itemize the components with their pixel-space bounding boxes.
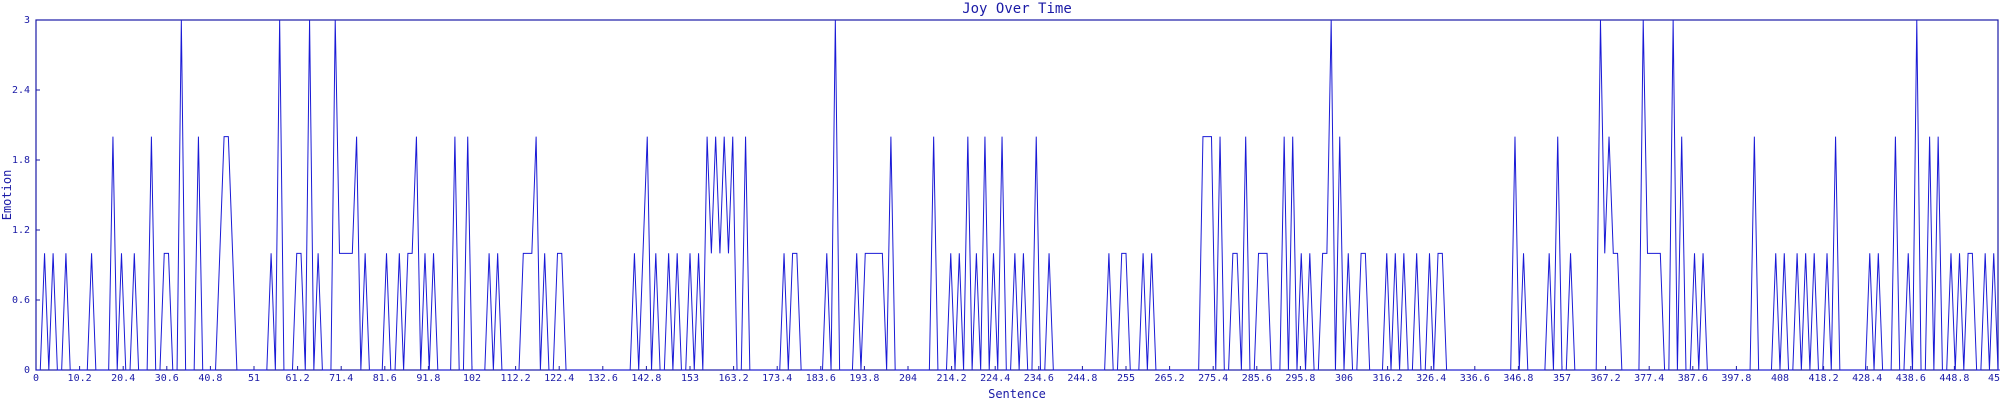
x-tick-label: 91.8 — [416, 373, 440, 384]
x-tick-label: 255 — [1117, 373, 1135, 384]
x-tick-label: 397.8 — [1721, 373, 1751, 384]
x-tick-label: 428.4 — [1852, 373, 1882, 384]
x-tick-label: 102 — [463, 373, 481, 384]
series-line-joy — [36, 19, 2000, 371]
x-tick-label: 346.8 — [1503, 373, 1533, 384]
x-tick-label: 71.4 — [329, 373, 353, 384]
x-tick-label: 10.2 — [68, 373, 92, 384]
y-tick-label: 3 — [24, 15, 30, 26]
y-tick-label: 1.8 — [12, 155, 30, 166]
x-tick-label: 122.4 — [544, 373, 574, 384]
y-tick-label: 0 — [24, 365, 30, 376]
x-tick-label: 81.6 — [373, 373, 397, 384]
x-tick-label: 30.6 — [155, 373, 179, 384]
y-tick-label: 0.6 — [12, 295, 30, 306]
x-tick-label: 336.6 — [1460, 373, 1490, 384]
x-tick-label: 40.8 — [198, 373, 222, 384]
x-tick-label: 234.6 — [1024, 373, 1054, 384]
x-tick-label: 51 — [248, 373, 260, 384]
x-tick-label: 377.4 — [1634, 373, 1664, 384]
x-tick-label: 244.8 — [1067, 373, 1097, 384]
x-tick-label: 357 — [1553, 373, 1571, 384]
x-tick-label: 61.2 — [286, 373, 310, 384]
x-tick-label: 275.4 — [1198, 373, 1228, 384]
y-tick-label: 1.2 — [12, 225, 30, 236]
x-tick-label: 153 — [681, 373, 699, 384]
x-tick-label: 0 — [33, 373, 39, 384]
x-tick-label: 265.2 — [1155, 373, 1185, 384]
x-tick-label: 183.6 — [806, 373, 836, 384]
x-tick-label: 387.6 — [1678, 373, 1708, 384]
plot-frame — [35, 19, 1999, 371]
x-tick-label: 418.2 — [1809, 373, 1839, 384]
chart-title: Joy Over Time — [962, 1, 1072, 17]
x-tick-label: 224.4 — [980, 373, 1010, 384]
x-tick-label: 295.8 — [1285, 373, 1315, 384]
x-tick-label: 285.6 — [1242, 373, 1272, 384]
x-tick-label: 306 — [1335, 373, 1353, 384]
x-tick-label: 20.4 — [111, 373, 135, 384]
x-tick-label: 438.6 — [1896, 373, 1926, 384]
x-tick-label: 45 — [1988, 373, 2000, 384]
x-tick-label: 132.6 — [588, 373, 618, 384]
x-tick-label: 173.4 — [762, 373, 792, 384]
x-tick-label: 204 — [899, 373, 917, 384]
x-tick-label: 214.2 — [937, 373, 967, 384]
x-tick-label: 163.2 — [719, 373, 749, 384]
y-axis-label: Emotion — [0, 170, 14, 221]
x-tick-label: 448.8 — [1939, 373, 1969, 384]
x-tick-label: 193.8 — [849, 373, 879, 384]
y-tick-label: 2.4 — [12, 85, 30, 96]
x-tick-label: 408 — [1771, 373, 1789, 384]
x-tick-label: 112.2 — [501, 373, 531, 384]
x-tick-label: 142.8 — [631, 373, 661, 384]
x-axis-label: Sentence — [988, 387, 1046, 400]
x-axis: 0 10.2 20.4 30.6 40.8 51 61.2 71.4 81.6 91.8 102 11… — [33, 366, 2000, 384]
x-tick-label: 316.2 — [1373, 373, 1403, 384]
x-tick-label: 326.4 — [1416, 373, 1446, 384]
x-tick-label: 367.2 — [1591, 373, 1621, 384]
